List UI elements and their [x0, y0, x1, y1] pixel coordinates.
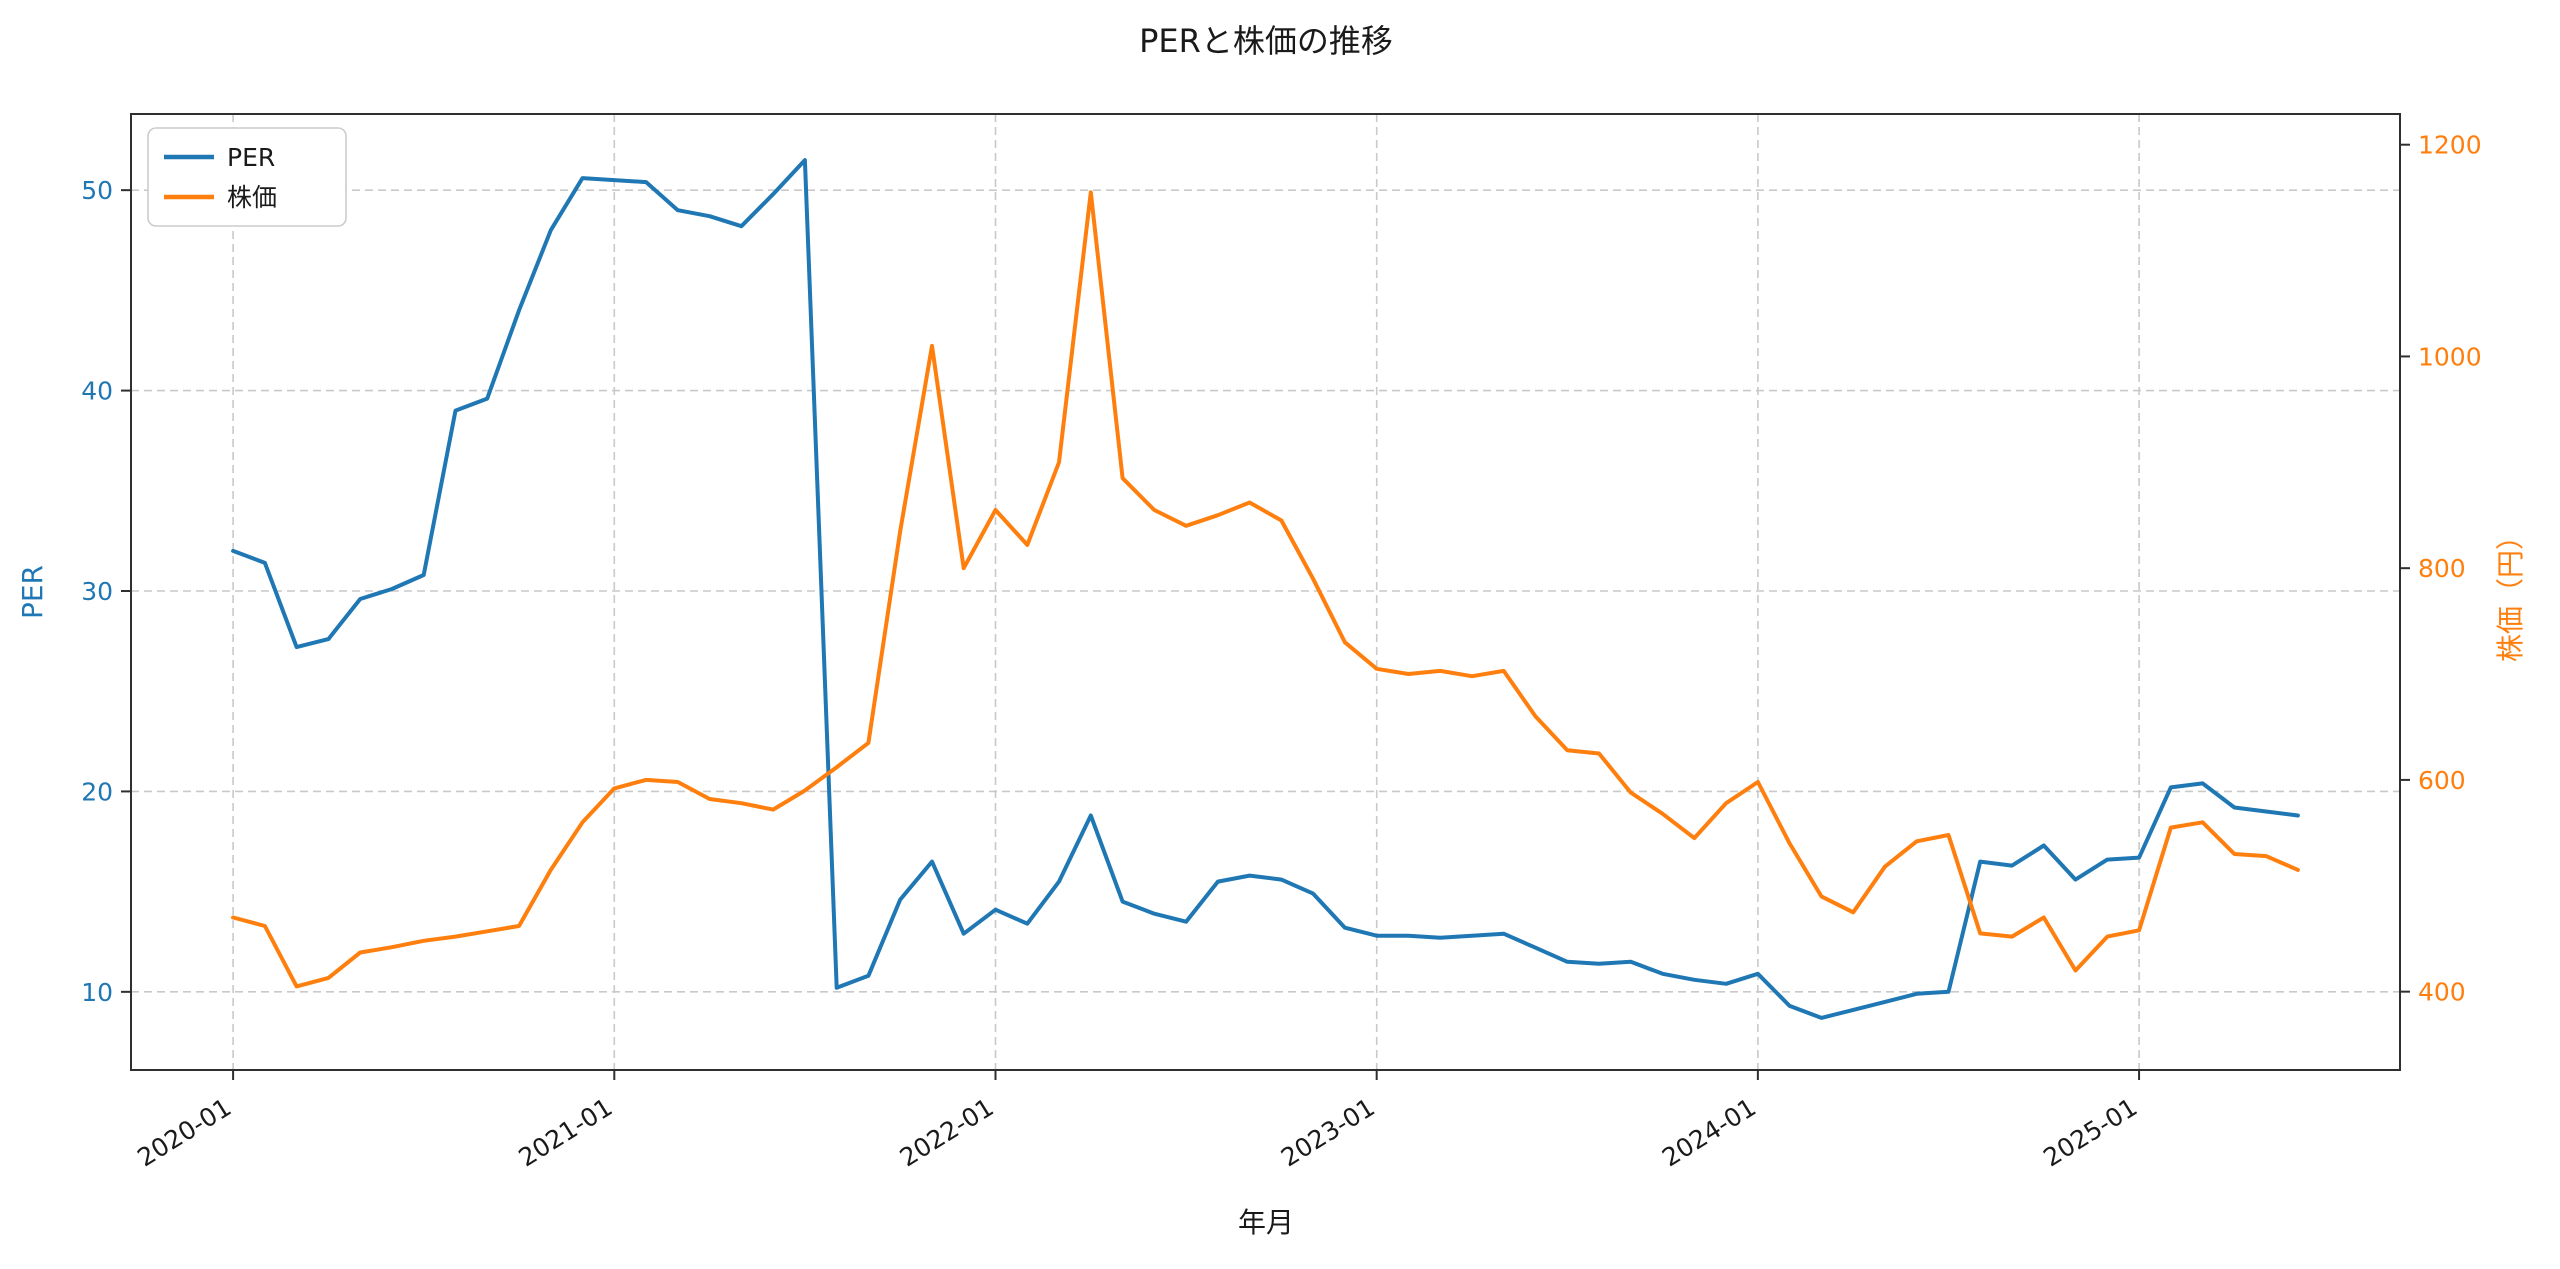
left-tick-label: 30	[81, 577, 113, 606]
legend: PER 株価	[147, 127, 347, 227]
left-tick-label: 40	[81, 377, 113, 406]
right-axis-label: 株価（円）	[2494, 522, 2527, 662]
x-tick-label: 2025-01	[2038, 1092, 2142, 1172]
right-tick-label: 600	[2418, 766, 2466, 795]
x-tick-label: 2024-01	[1657, 1092, 1761, 1172]
left-tick-label: 10	[81, 978, 113, 1007]
price-line	[231, 190, 2300, 989]
x-tick-label: 2022-01	[895, 1092, 999, 1172]
left-axis-label: PER	[16, 565, 49, 619]
right-tick-label: 1200	[2418, 131, 2482, 160]
axis-ticks: 10 20 30 40 50 400 600 800 1000 1200 2020-01 2021-0…	[81, 131, 2481, 1173]
x-tick-label: 2021-01	[514, 1092, 618, 1172]
left-tick-label: 50	[81, 176, 113, 205]
right-tick-label: 1000	[2418, 342, 2482, 371]
chart-title: PERと株価の推移	[1139, 22, 1393, 60]
legend-label: 株価	[227, 183, 277, 212]
right-tick-label: 400	[2418, 978, 2466, 1007]
right-tick-label: 800	[2418, 554, 2466, 583]
x-axis-label: 年月	[1238, 1206, 1294, 1239]
legend-label: PER	[227, 143, 275, 172]
plot-area: 10 20 30 40 50 400 600 800 1000 1200 2020-01 2021-0…	[81, 113, 2482, 1173]
legend-box	[147, 127, 347, 227]
x-tick-label: 2023-01	[1276, 1092, 1380, 1172]
per-line	[231, 158, 2300, 1020]
left-tick-label: 20	[81, 777, 113, 806]
gridlines	[131, 114, 2400, 1070]
plot-border	[130, 113, 2401, 1071]
x-tick-label: 2020-01	[132, 1092, 236, 1172]
